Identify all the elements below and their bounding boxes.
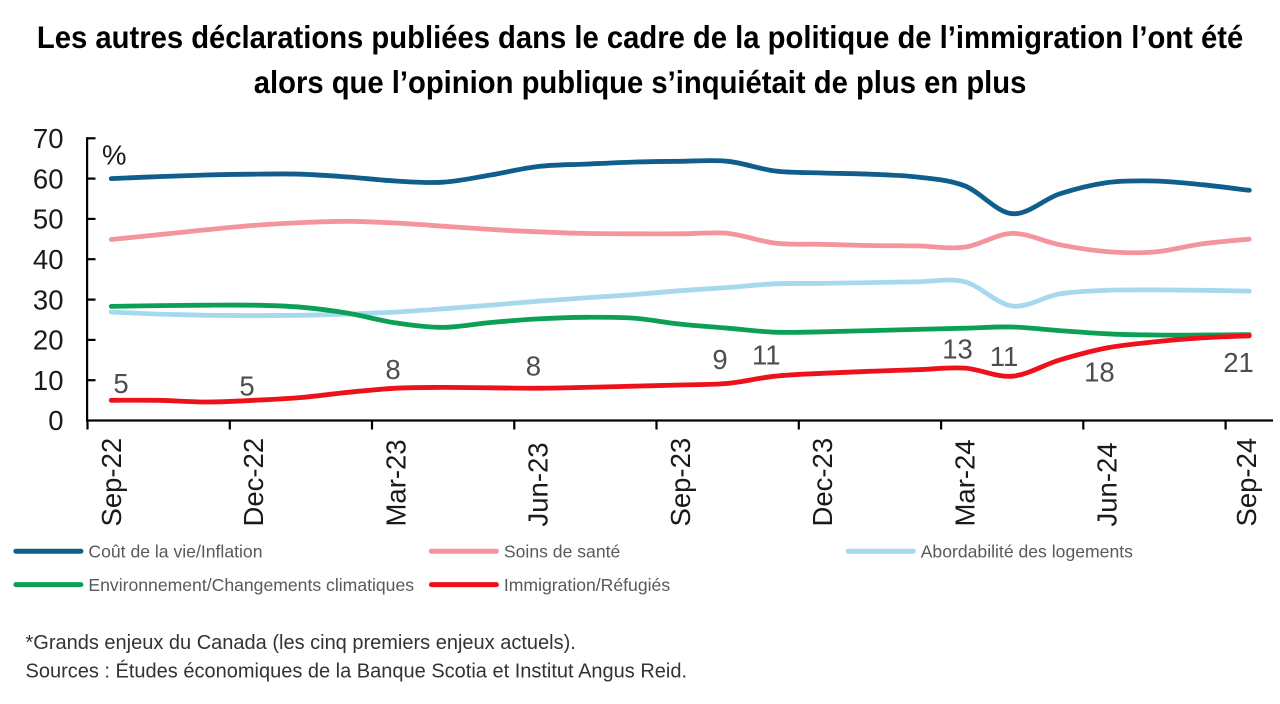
svg-text:10: 10 [33, 365, 64, 396]
svg-text:Mar-23: Mar-23 [380, 439, 411, 526]
svg-text:Immigration/Réfugiés: Immigration/Réfugiés [504, 575, 670, 595]
svg-text:Sep-23: Sep-23 [665, 438, 696, 527]
svg-text:Dec-22: Dec-22 [238, 438, 269, 527]
svg-text:0: 0 [48, 405, 63, 436]
svg-text:11: 11 [990, 341, 1019, 372]
svg-text:11: 11 [752, 339, 781, 370]
svg-text:Soins de santé: Soins de santé [504, 542, 620, 562]
svg-text:5: 5 [113, 368, 128, 399]
svg-text:Mar-24: Mar-24 [950, 439, 981, 526]
svg-text:13: 13 [942, 334, 973, 365]
svg-text:%: % [102, 140, 126, 171]
svg-text:Coût de la vie/Inflation: Coût de la vie/Inflation [88, 542, 262, 562]
svg-text:60: 60 [33, 163, 64, 194]
svg-text:Environnement/Changements clim: Environnement/Changements climatiques [88, 575, 414, 595]
svg-text:70: 70 [33, 123, 64, 154]
svg-text:30: 30 [33, 284, 64, 315]
svg-text:Sep-24: Sep-24 [1231, 438, 1262, 527]
svg-text:18: 18 [1084, 357, 1115, 388]
svg-text:8: 8 [526, 351, 541, 382]
svg-text:5: 5 [239, 370, 254, 401]
svg-text:40: 40 [33, 244, 64, 275]
svg-text:Jun-23: Jun-23 [523, 442, 554, 526]
svg-text:Sources : Études économiques d: Sources : Études économiques de la Banqu… [26, 660, 688, 683]
svg-text:Jun-24: Jun-24 [1092, 442, 1123, 526]
svg-text:21: 21 [1223, 347, 1254, 378]
svg-text:Abordabilité des logements: Abordabilité des logements [921, 542, 1133, 562]
svg-text:Dec-23: Dec-23 [807, 438, 838, 527]
svg-text:9: 9 [712, 344, 727, 375]
svg-text:Sep-22: Sep-22 [96, 438, 127, 527]
svg-text:*Grands enjeux du Canada (les: *Grands enjeux du Canada (les cinq premi… [26, 632, 576, 654]
svg-text:8: 8 [385, 354, 400, 385]
svg-text:50: 50 [33, 204, 64, 235]
svg-text:20: 20 [33, 325, 64, 356]
